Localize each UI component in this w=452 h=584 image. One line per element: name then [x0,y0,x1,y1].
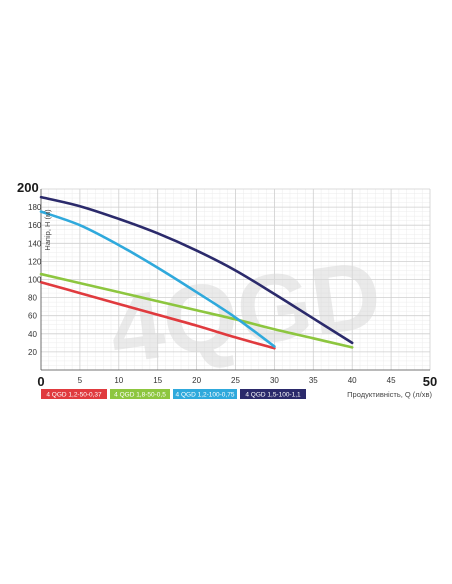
y-tick-label: 20 [28,348,37,357]
series-line-3 [39,210,276,348]
axes [40,189,430,371]
x-tick-label: 50 [423,374,437,389]
y-tick-label: 60 [28,312,37,321]
y-tick-label: 100 [28,276,42,285]
x-tick-labels: 0 5 10 15 20 25 30 35 40 45 50 [37,374,437,389]
legend-swatch-2 [110,389,170,399]
y-tick-label: 180 [28,203,42,212]
legend-swatch-3 [173,389,237,399]
y-tick-label: 200 [17,180,39,195]
x-tick-label: 15 [153,376,162,385]
y-tick-label: 40 [28,330,37,339]
y-axis-label: Напір, Н (м) [43,209,52,251]
x-tick-label: 30 [270,376,279,385]
x-axis-label: Продуктивність, Q (л/хв) [347,390,432,399]
y-tick-label: 80 [28,294,37,303]
y-tick-label: 160 [28,221,42,230]
x-tick-label: 20 [192,376,201,385]
legend-swatch-4 [240,389,306,399]
x-tick-label: 45 [387,376,396,385]
series-layer [39,195,354,350]
x-tick-label: 40 [348,376,357,385]
legend-swatch-1 [41,389,107,399]
x-tick-label: 10 [114,376,123,385]
x-tick-label: 5 [78,376,83,385]
x-tick-label: 0 [37,374,44,389]
x-tick-label: 25 [231,376,240,385]
y-tick-label: 120 [28,257,42,266]
y-tick-label: 140 [28,239,42,248]
series-line-2 [39,272,354,349]
legend-label-4: 4 QGD 1,5-100-1,1 [245,392,301,399]
legend-label-1: 4 QGD 1,2-50-0,37 [46,392,102,399]
x-tick-label: 35 [309,376,318,385]
legend: 4 QGD 1,2-50-0,37 4 QGD 1,8-50-0,5 4 QGD 1… [41,389,306,399]
legend-label-2: 4 QGD 1,8-50-0,5 [114,392,166,399]
series-line-4 [39,195,354,345]
legend-label-3: 4 QGD 1,2-100-0,75 [176,392,235,399]
y-tick-labels: 20 40 60 80 100 120 140 160 180 200 [17,180,42,357]
series-line-1 [39,280,276,350]
